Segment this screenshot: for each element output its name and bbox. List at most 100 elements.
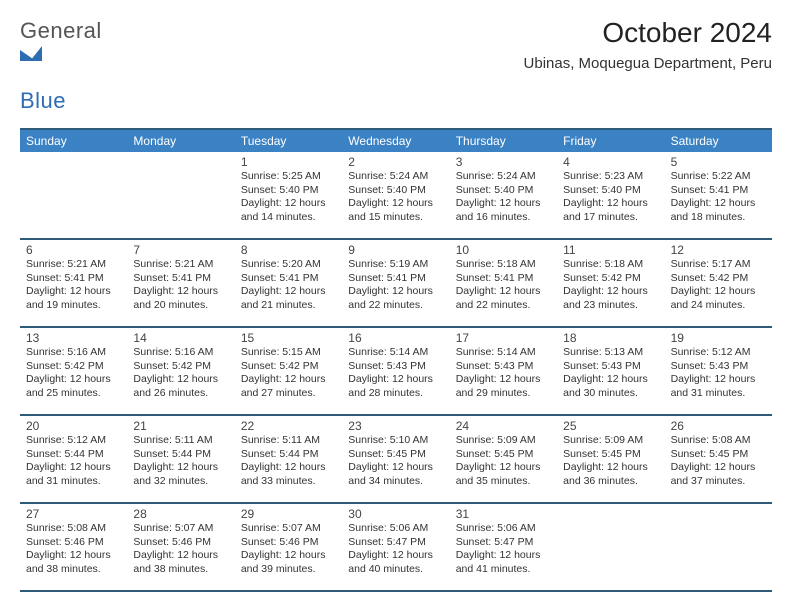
day-info-line: Sunset: 5:43 PM [348, 360, 443, 374]
day-info-line: and 22 minutes. [456, 299, 551, 313]
day-info-line: Sunset: 5:46 PM [133, 536, 228, 550]
day-info-line: Daylight: 12 hours [241, 285, 336, 299]
day-info-line: Daylight: 12 hours [133, 373, 228, 387]
day-info-line: Sunset: 5:45 PM [456, 448, 551, 462]
day-number: 28 [133, 507, 228, 521]
day-info-line: Sunrise: 5:21 AM [26, 258, 121, 272]
day-cell: 4Sunrise: 5:23 AMSunset: 5:40 PMDaylight… [557, 152, 664, 238]
day-info-line: Daylight: 12 hours [348, 373, 443, 387]
day-info-line: Sunrise: 5:06 AM [348, 522, 443, 536]
day-info-line: Sunrise: 5:16 AM [26, 346, 121, 360]
day-info-line: Sunset: 5:45 PM [671, 448, 766, 462]
day-number: 11 [563, 243, 658, 257]
day-info-line: Daylight: 12 hours [26, 373, 121, 387]
day-info-line: Sunrise: 5:14 AM [348, 346, 443, 360]
day-info-line: and 22 minutes. [348, 299, 443, 313]
day-info-line: Daylight: 12 hours [26, 285, 121, 299]
day-number: 5 [671, 155, 766, 169]
day-info-line: Daylight: 12 hours [348, 461, 443, 475]
day-info-line: Sunrise: 5:15 AM [241, 346, 336, 360]
day-info-line: and 23 minutes. [563, 299, 658, 313]
day-info-line: Sunset: 5:40 PM [456, 184, 551, 198]
day-cell: 2Sunrise: 5:24 AMSunset: 5:40 PMDaylight… [342, 152, 449, 238]
day-info-line: Sunrise: 5:16 AM [133, 346, 228, 360]
day-info-line: Sunset: 5:44 PM [241, 448, 336, 462]
day-info-line: Daylight: 12 hours [241, 461, 336, 475]
day-info-line: Daylight: 12 hours [26, 549, 121, 563]
day-number: 6 [26, 243, 121, 257]
day-info-line: Daylight: 12 hours [348, 285, 443, 299]
day-info-line: and 15 minutes. [348, 211, 443, 225]
day-cell: 12Sunrise: 5:17 AMSunset: 5:42 PMDayligh… [665, 240, 772, 326]
day-info-line: and 35 minutes. [456, 475, 551, 489]
day-info-line: Daylight: 12 hours [26, 461, 121, 475]
day-cell: 24Sunrise: 5:09 AMSunset: 5:45 PMDayligh… [450, 416, 557, 502]
day-number: 29 [241, 507, 336, 521]
day-info-line: Sunrise: 5:08 AM [26, 522, 121, 536]
day-number: 22 [241, 419, 336, 433]
day-info-line: Sunrise: 5:06 AM [456, 522, 551, 536]
day-info-line: Sunrise: 5:12 AM [26, 434, 121, 448]
day-cell: 1Sunrise: 5:25 AMSunset: 5:40 PMDaylight… [235, 152, 342, 238]
page-title: October 2024 [524, 18, 772, 49]
day-cell: 17Sunrise: 5:14 AMSunset: 5:43 PMDayligh… [450, 328, 557, 414]
dow-tuesday: Tuesday [235, 130, 342, 152]
day-info-line: and 37 minutes. [671, 475, 766, 489]
week-row: 20Sunrise: 5:12 AMSunset: 5:44 PMDayligh… [20, 416, 772, 504]
day-info-line: and 33 minutes. [241, 475, 336, 489]
day-info-line: Daylight: 12 hours [563, 373, 658, 387]
day-info-line: and 24 minutes. [671, 299, 766, 313]
day-info-line: Sunset: 5:40 PM [563, 184, 658, 198]
day-info-line: Sunset: 5:45 PM [348, 448, 443, 462]
day-number: 27 [26, 507, 121, 521]
day-info-line: Daylight: 12 hours [241, 373, 336, 387]
day-info-line: and 14 minutes. [241, 211, 336, 225]
logo-text-2: Blue [20, 88, 66, 113]
day-info-line: and 18 minutes. [671, 211, 766, 225]
day-info-line: Sunset: 5:42 PM [671, 272, 766, 286]
day-cell: 16Sunrise: 5:14 AMSunset: 5:43 PMDayligh… [342, 328, 449, 414]
day-info-line: Sunrise: 5:21 AM [133, 258, 228, 272]
day-info-line: Sunset: 5:41 PM [348, 272, 443, 286]
day-info-line: and 30 minutes. [563, 387, 658, 401]
day-number: 21 [133, 419, 228, 433]
day-info-line: Sunset: 5:44 PM [133, 448, 228, 462]
day-number: 13 [26, 331, 121, 345]
day-info-line: and 19 minutes. [26, 299, 121, 313]
day-info-line: and 31 minutes. [671, 387, 766, 401]
day-info-line: and 20 minutes. [133, 299, 228, 313]
day-info-line: Sunset: 5:42 PM [563, 272, 658, 286]
day-info-line: Sunrise: 5:18 AM [456, 258, 551, 272]
day-info-line: Daylight: 12 hours [456, 549, 551, 563]
day-cell: 21Sunrise: 5:11 AMSunset: 5:44 PMDayligh… [127, 416, 234, 502]
day-cell: 29Sunrise: 5:07 AMSunset: 5:46 PMDayligh… [235, 504, 342, 590]
day-cell: 5Sunrise: 5:22 AMSunset: 5:41 PMDaylight… [665, 152, 772, 238]
day-info-line: Sunset: 5:41 PM [133, 272, 228, 286]
day-info-line: and 27 minutes. [241, 387, 336, 401]
day-info-line: and 41 minutes. [456, 563, 551, 577]
day-info-line: Sunset: 5:43 PM [456, 360, 551, 374]
day-info-line: Daylight: 12 hours [348, 197, 443, 211]
day-info-line: Sunrise: 5:08 AM [671, 434, 766, 448]
day-cell: 18Sunrise: 5:13 AMSunset: 5:43 PMDayligh… [557, 328, 664, 414]
day-info-line: Daylight: 12 hours [133, 461, 228, 475]
day-info-line: Sunset: 5:43 PM [563, 360, 658, 374]
day-cell: 10Sunrise: 5:18 AMSunset: 5:41 PMDayligh… [450, 240, 557, 326]
day-info-line: Daylight: 12 hours [671, 373, 766, 387]
day-number: 31 [456, 507, 551, 521]
day-info-line: Sunrise: 5:11 AM [133, 434, 228, 448]
day-info-line: Sunset: 5:41 PM [456, 272, 551, 286]
day-info-line: and 16 minutes. [456, 211, 551, 225]
day-info-line: Sunrise: 5:19 AM [348, 258, 443, 272]
logo: General Blue [20, 18, 102, 114]
day-info-line: Sunset: 5:42 PM [133, 360, 228, 374]
day-info-line: and 34 minutes. [348, 475, 443, 489]
week-row: 13Sunrise: 5:16 AMSunset: 5:42 PMDayligh… [20, 328, 772, 416]
day-info-line: Daylight: 12 hours [456, 197, 551, 211]
day-info-line: Sunrise: 5:14 AM [456, 346, 551, 360]
day-info-line: and 39 minutes. [241, 563, 336, 577]
day-cell: 20Sunrise: 5:12 AMSunset: 5:44 PMDayligh… [20, 416, 127, 502]
empty-cell [20, 152, 127, 238]
day-info-line: and 25 minutes. [26, 387, 121, 401]
day-cell: 11Sunrise: 5:18 AMSunset: 5:42 PMDayligh… [557, 240, 664, 326]
